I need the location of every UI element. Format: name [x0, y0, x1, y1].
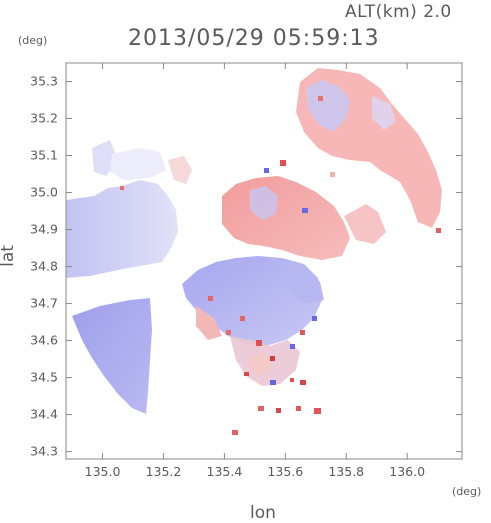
echo-region-central-north	[222, 176, 350, 260]
x-axis-title: lon	[250, 503, 276, 523]
x-tick-label: 135.2	[146, 464, 182, 479]
echo-speckles	[120, 96, 441, 435]
velocity-field	[66, 68, 442, 435]
y-tick-label: 34.3	[30, 444, 58, 459]
y-tick-label: 34.7	[30, 296, 58, 311]
x-tick-label: 135.0	[85, 464, 121, 479]
x-tick-label: 135.6	[267, 464, 303, 479]
altitude-label: ALT(km) 2.0	[345, 2, 452, 22]
x-tick-label: 135.8	[328, 464, 364, 479]
y-tick-label: 35.0	[30, 185, 58, 200]
y-unit-label: (deg)	[18, 34, 48, 47]
echo-region-southwest	[72, 298, 152, 414]
x-tick-label: 135.4	[207, 464, 243, 479]
y-tick-label: 34.6	[30, 333, 58, 348]
y-tick-label: 34.9	[30, 222, 58, 237]
y-tick-label: 35.1	[30, 148, 58, 163]
echo-patch-northeast-blue	[306, 80, 350, 132]
x-tick-label: 136.0	[389, 464, 425, 479]
x-unit-label: (deg)	[452, 485, 482, 498]
y-tick-label: 34.8	[30, 259, 58, 274]
axis-ticks: 135.0 135.2 135.4 135.6 135.8 136.0 35.3 35.2 35…	[30, 63, 462, 479]
plot-frame	[65, 62, 463, 460]
y-tick-label: 35.3	[30, 74, 58, 89]
y-tick-label: 34.5	[30, 370, 58, 385]
y-tick-label: 35.2	[30, 111, 58, 126]
echo-region-west	[66, 180, 178, 278]
datetime-title: 2013/05/29 05:59:13	[128, 26, 380, 51]
y-tick-label: 34.4	[30, 407, 58, 422]
